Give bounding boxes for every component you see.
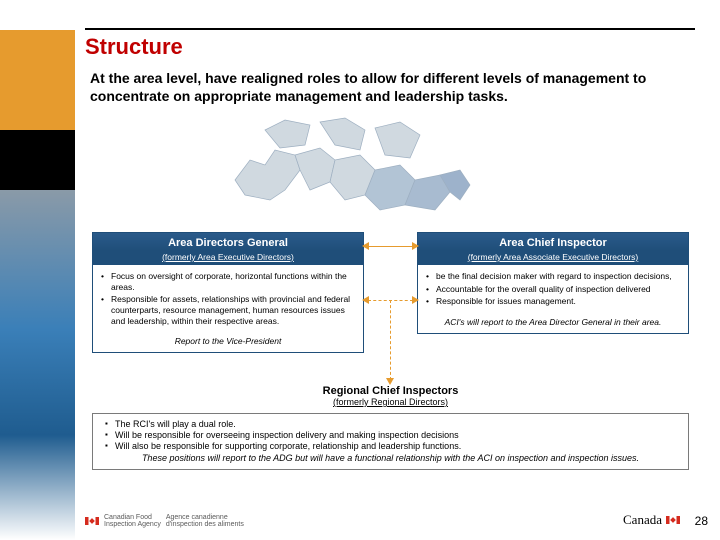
list-item: Will also be responsible for supporting … bbox=[103, 441, 678, 451]
list-item: Responsible for issues management. bbox=[426, 296, 680, 307]
bottom-header-sub: (formerly Regional Directors) bbox=[92, 397, 689, 407]
bottom-header-block: Regional Chief Inspectors (formerly Regi… bbox=[92, 385, 689, 407]
page-number: 28 bbox=[695, 514, 708, 528]
right-footer: ACI's will report to the Area Director G… bbox=[418, 315, 688, 333]
map-icon bbox=[225, 110, 485, 250]
bottom-header-title: Regional Chief Inspectors bbox=[92, 385, 689, 397]
right-body: be the final decision maker with regard … bbox=[418, 265, 688, 315]
list-item: Will be responsible for overseeing inspe… bbox=[103, 430, 678, 440]
bottom-box: The RCI's will play a dual role. Will be… bbox=[92, 413, 689, 470]
arrow-dashed-vertical bbox=[390, 300, 391, 380]
arrow-head-icon bbox=[412, 296, 419, 304]
arrow-head-icon bbox=[412, 242, 419, 250]
list-item: The RCI's will play a dual role. bbox=[103, 419, 678, 429]
list-item: be the final decision maker with regard … bbox=[426, 271, 680, 282]
flag-icon bbox=[666, 516, 680, 524]
page-title: Structure bbox=[85, 34, 183, 60]
left-footer: Report to the Vice-President bbox=[93, 334, 363, 352]
arrow-head-icon bbox=[362, 242, 369, 250]
agency-fr: Agence canadienne d'inspection des alime… bbox=[166, 514, 244, 528]
right-header: Area Chief Inspector bbox=[418, 233, 688, 251]
sidebar-decoration bbox=[0, 0, 75, 540]
bottom-italic: These positions will report to the ADG b… bbox=[103, 453, 678, 463]
list-item: Responsible for assets, relationships wi… bbox=[101, 294, 355, 326]
arrow-head-icon bbox=[362, 296, 369, 304]
left-body: Focus on oversight of corporate, horizon… bbox=[93, 265, 363, 334]
right-subheader: (formerly Area Associate Executive Direc… bbox=[418, 251, 688, 265]
left-header: Area Directors General bbox=[93, 233, 363, 251]
list-item: Accountable for the overall quality of i… bbox=[426, 284, 680, 295]
agency-en: Canadian Food Inspection Agency bbox=[104, 514, 161, 528]
left-subheader: (formerly Area Executive Directors) bbox=[93, 251, 363, 265]
arrow-horizontal bbox=[368, 246, 413, 247]
left-column-box: Area Directors General (formerly Area Ex… bbox=[92, 232, 364, 353]
canada-wordmark: Canada bbox=[623, 512, 680, 528]
intro-text: At the area level, have realigned roles … bbox=[90, 70, 660, 105]
list-item: Focus on oversight of corporate, horizon… bbox=[101, 271, 355, 292]
agency-logo: Canadian Food Inspection Agency Agence c… bbox=[85, 514, 244, 528]
wordmark-text: Canada bbox=[623, 512, 662, 528]
flag-icon bbox=[85, 517, 99, 525]
top-rule bbox=[85, 28, 695, 30]
arrow-head-icon bbox=[386, 378, 394, 385]
right-column-box: Area Chief Inspector (formerly Area Asso… bbox=[417, 232, 689, 334]
